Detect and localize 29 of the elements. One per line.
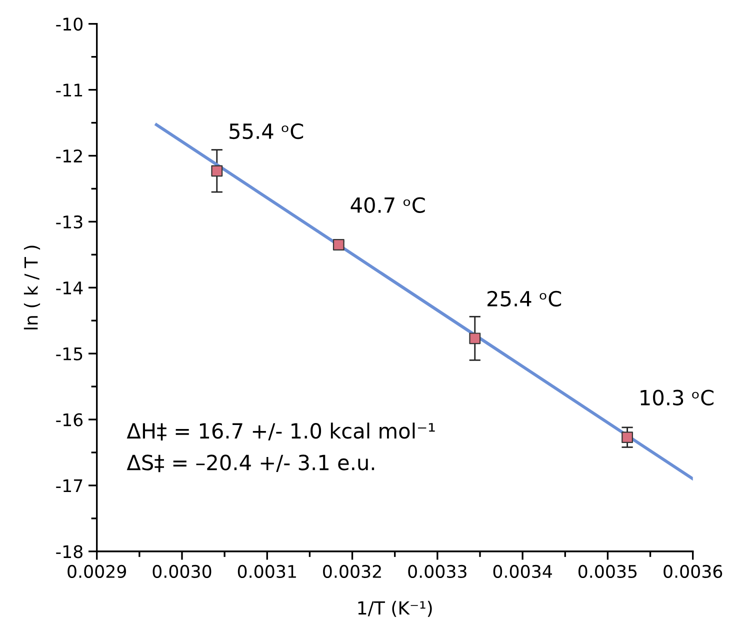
- y-tick-label: -18: [56, 545, 82, 558]
- x-tick-label: 0.0035: [578, 564, 637, 578]
- y-tick-label: -14: [56, 282, 83, 294]
- point: [469, 332, 481, 344]
- annotation: 40.7 ᵒC: [350, 197, 425, 213]
- y-tick-label: -13: [56, 215, 82, 229]
- y-axis-title: ln ( k / T ): [24, 246, 40, 330]
- point: [622, 432, 633, 444]
- x-axis-title: 1/T (K⁻¹): [358, 600, 432, 617]
- x-tick-label: 0.0034: [493, 564, 552, 578]
- x-tick-label: 0.0030: [152, 564, 212, 578]
- point: [332, 239, 344, 250]
- x-tick-label: 0.0031: [238, 564, 296, 578]
- x-tick-label: 0.0029: [68, 564, 126, 578]
- x-tick-label: 0.0033: [408, 564, 466, 578]
- y-tick-label: -10: [56, 18, 83, 31]
- annotation: 10.3 ᵒC: [640, 390, 714, 406]
- annotation: 25.4 ᵒC: [488, 290, 562, 307]
- y-tick-label: -17: [56, 479, 82, 492]
- y-tick-label: -12: [56, 149, 82, 162]
- y-tick-label: -15: [56, 348, 82, 360]
- annotation: 55.4 ᵒC: [230, 123, 304, 140]
- x-tick-label: 0.0032: [323, 564, 381, 578]
- y-tick-label: -11: [56, 84, 82, 96]
- y-tick-label: -16: [56, 413, 83, 426]
- annotation: ΔS‡ = –20.4 +/- 3.1 e.u.: [126, 454, 374, 472]
- point: [211, 165, 223, 177]
- x-tick-label: 0.0036: [664, 564, 722, 578]
- annotation: ΔH‡ = 16.7 +/- 1.0 kcal mol⁻¹: [126, 422, 435, 440]
